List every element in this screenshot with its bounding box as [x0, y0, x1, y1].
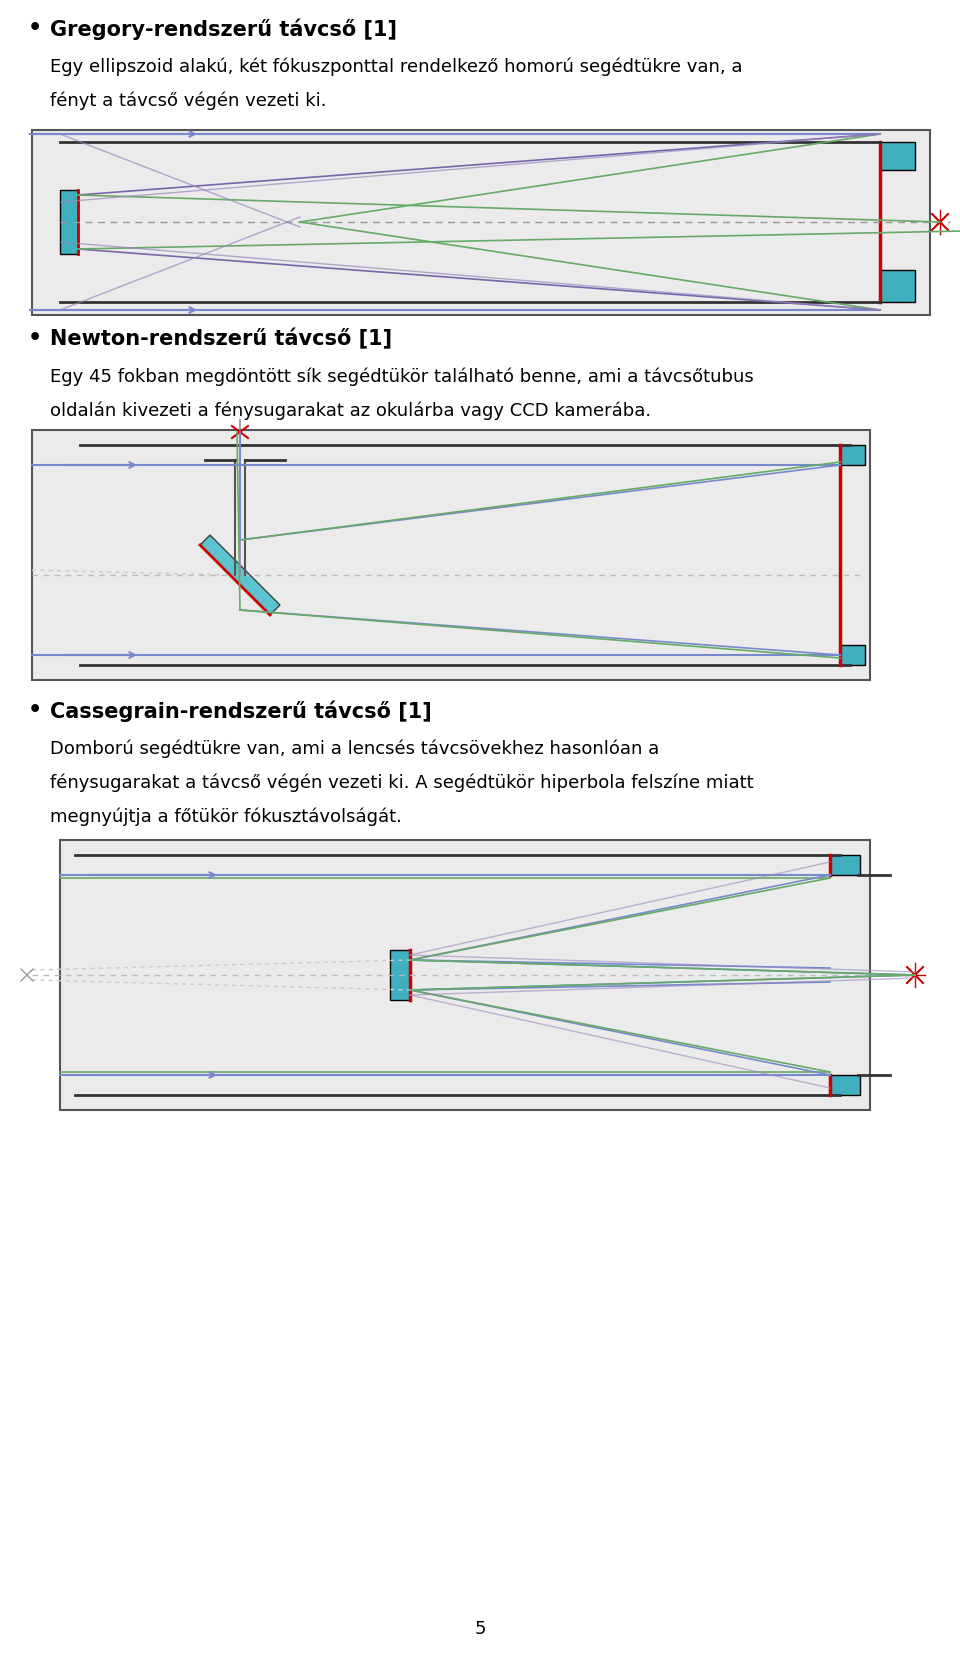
Bar — [60, 190, 78, 253]
Bar — [880, 142, 915, 170]
Text: Gregory-rendszerű távcső [1]: Gregory-rendszerű távcső [1] — [50, 18, 397, 40]
Polygon shape — [200, 535, 280, 616]
Text: fényt a távcső végén vezeti ki.: fényt a távcső végén vezeti ki. — [50, 93, 326, 111]
Bar — [840, 445, 865, 465]
Bar — [830, 1076, 860, 1096]
Text: Cassegrain-rendszerű távcső [1]: Cassegrain-rendszerű távcső [1] — [50, 700, 432, 722]
Bar — [840, 645, 865, 665]
Bar — [880, 270, 915, 301]
Text: fénysugarakat a távcső végén vezeti ki. A segédtükör hiperbola felszíne miatt: fénysugarakat a távcső végén vezeti ki. … — [50, 775, 754, 793]
Text: oldalán kivezeti a fénysugarakat az okulárba vagy CCD kamerába.: oldalán kivezeti a fénysugarakat az okul… — [50, 402, 651, 420]
Text: Egy 45 fokban megdöntött sík segédtükör található benne, ami a távcsőtubus: Egy 45 fokban megdöntött sík segédtükör … — [50, 367, 754, 387]
Text: Egy ellipszoid alakú, két fókuszponttal rendelkező homorú segédtükre van, a: Egy ellipszoid alakú, két fókuszponttal … — [50, 58, 742, 76]
Bar — [60, 841, 870, 1111]
Bar — [32, 131, 930, 314]
Text: megnyújtja a főtükör fókusztávolságát.: megnyújtja a főtükör fókusztávolságát. — [50, 808, 402, 826]
Bar — [32, 430, 870, 680]
Text: 5: 5 — [474, 1620, 486, 1638]
Bar — [390, 950, 410, 1000]
Text: Domború segédtükre van, ami a lencsés távcsövekhez hasonlóan a: Domború segédtükre van, ami a lencsés tá… — [50, 740, 660, 758]
Bar — [830, 856, 860, 875]
Text: •: • — [28, 700, 42, 720]
Text: Newton-rendszerű távcső [1]: Newton-rendszerű távcső [1] — [50, 328, 392, 349]
Text: •: • — [28, 328, 42, 348]
Text: •: • — [28, 18, 42, 38]
